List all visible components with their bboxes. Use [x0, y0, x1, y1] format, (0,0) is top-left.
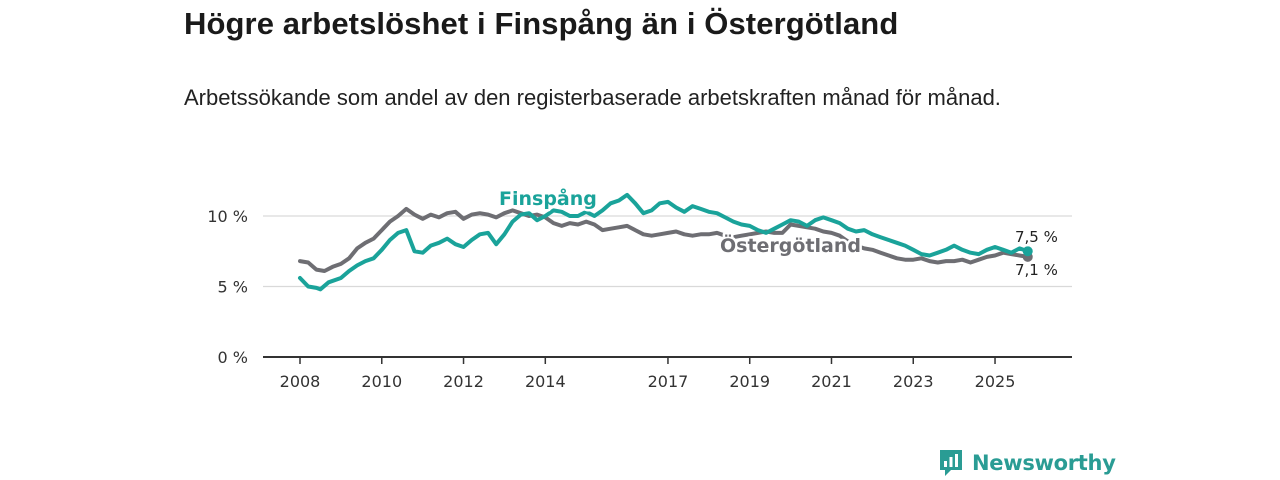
series-label-finspang-halo: Finspång	[499, 186, 597, 210]
series-endpoint-finspång	[1022, 246, 1033, 257]
series-label-ostergotland: Östergötland	[720, 233, 861, 257]
chart-subtitle: Arbetssökande som andel av den registerb…	[184, 85, 1001, 110]
end-label-ostergotland: 7,1 %	[1015, 261, 1058, 279]
x-tick-label: 2010	[361, 372, 402, 391]
series-label-finspang: Finspång	[499, 186, 597, 210]
series-label-ostergotland-halo: Östergötland	[720, 233, 861, 257]
x-tick-label: 2019	[729, 372, 770, 391]
series-labels: FinspångFinspångÖstergötlandÖstergötland…	[497, 184, 1061, 282]
brand-name: Newsworthy	[972, 451, 1116, 475]
x-tick-label: 2017	[648, 372, 689, 391]
series-lines	[298, 192, 1033, 292]
y-tick-label: 5 %	[218, 278, 248, 297]
end-label-finspang-halo: 7,5 %	[1015, 228, 1058, 246]
end-label-ostergotland-halo: 7,1 %	[1015, 261, 1058, 279]
newsworthy-brand: Newsworthy	[938, 448, 1116, 478]
series-line-östergötland	[298, 206, 1030, 273]
axes: 0 % 5 % 10 % 2008 2010 2012 2014 2017 2019 2021 20…	[207, 207, 1072, 391]
x-tick-label: 2012	[443, 372, 484, 391]
x-tick-label: 2014	[525, 372, 566, 391]
x-tick-label: 2025	[975, 372, 1016, 391]
y-tick-label: 0 %	[218, 348, 248, 367]
x-tick-label: 2023	[893, 372, 934, 391]
chart-title: Högre arbetslöshet i Finspång än i Öster…	[184, 6, 899, 41]
x-tick-label: 2008	[280, 372, 321, 391]
end-label-finspang: 7,5 %	[1015, 228, 1058, 246]
x-tick-label: 2021	[811, 372, 852, 391]
series-line-finspång	[298, 192, 1030, 292]
newsworthy-logo-icon	[940, 450, 962, 476]
y-tick-label: 10 %	[207, 207, 248, 226]
